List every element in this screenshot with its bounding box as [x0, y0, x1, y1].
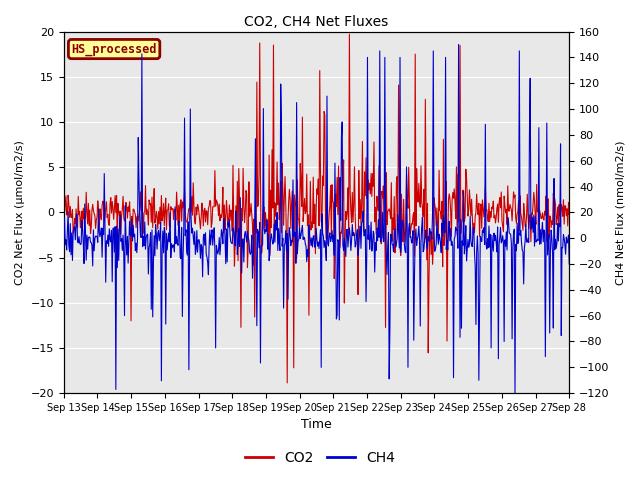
X-axis label: Time: Time	[301, 419, 332, 432]
Text: HS_processed: HS_processed	[71, 42, 157, 56]
Y-axis label: CO2 Net Flux (μmol/m2/s): CO2 Net Flux (μmol/m2/s)	[15, 140, 25, 285]
Legend: CO2, CH4: CO2, CH4	[239, 445, 401, 471]
Title: CO2, CH4 Net Fluxes: CO2, CH4 Net Fluxes	[244, 15, 388, 29]
Y-axis label: CH4 Net Flux (nmol/m2/s): CH4 Net Flux (nmol/m2/s)	[615, 140, 625, 285]
